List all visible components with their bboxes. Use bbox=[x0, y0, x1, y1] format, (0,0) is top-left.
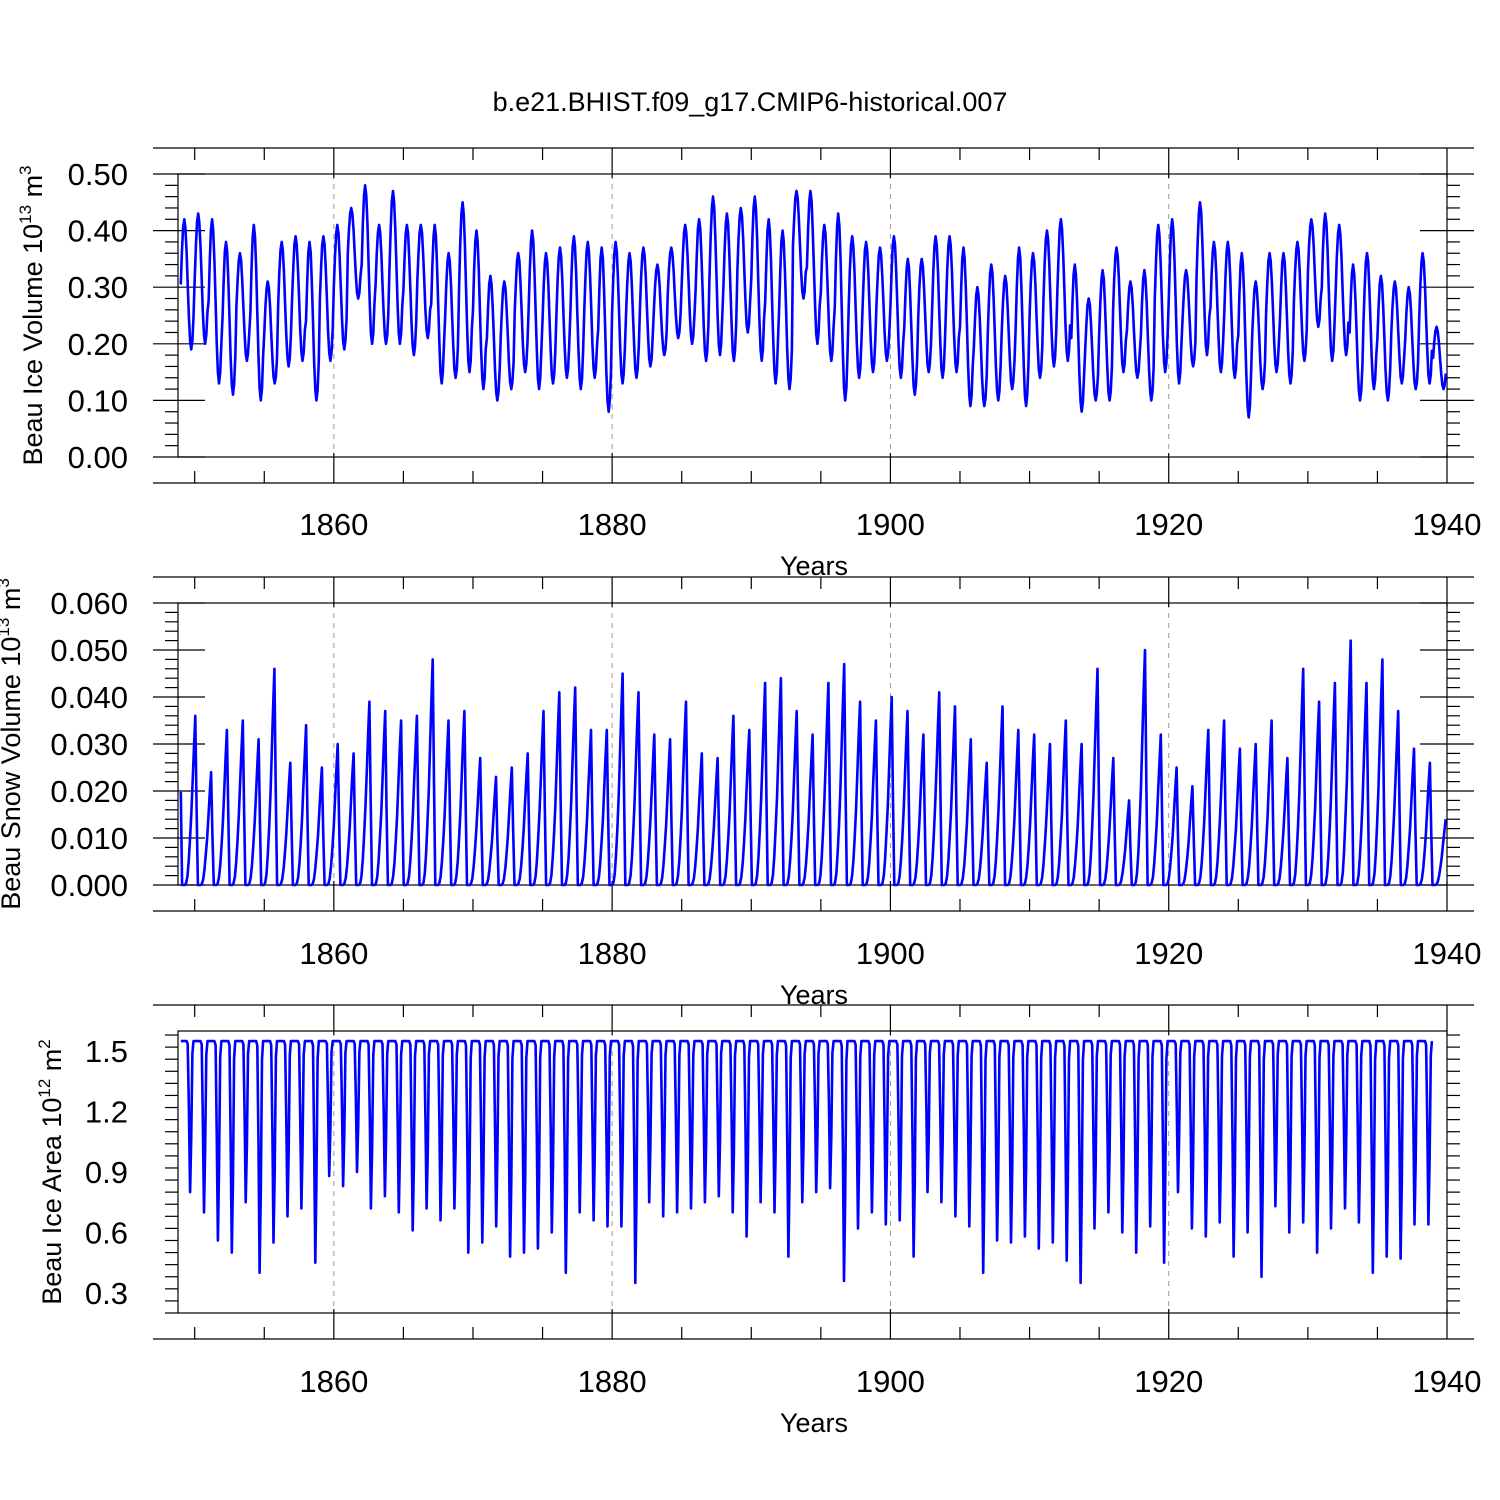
y-tick-label: 0.6 bbox=[85, 1215, 128, 1250]
x-tick-label: 1900 bbox=[856, 936, 925, 971]
x-tick-label: 1860 bbox=[299, 507, 368, 542]
y-tick-label: 0.050 bbox=[50, 633, 128, 668]
y-tick-label: 0.30 bbox=[68, 270, 128, 305]
x-tick-label: 1860 bbox=[299, 1364, 368, 1399]
x-tick-label: 1940 bbox=[1413, 1364, 1482, 1399]
x-tick-label: 1880 bbox=[578, 936, 647, 971]
series-line-ice-area bbox=[180, 1039, 1434, 1285]
y-tick-label: 0.3 bbox=[85, 1276, 128, 1311]
y-tick-label: 0.030 bbox=[50, 727, 128, 762]
snow-volume-panel: 1860 1880 1900 1920 1940Years0.0000.0100.020… bbox=[0, 576, 1482, 1010]
y-tick-label: 0.9 bbox=[85, 1155, 128, 1190]
x-tick-label: 1900 bbox=[856, 507, 925, 542]
y-tick-label: 0.010 bbox=[50, 821, 128, 856]
y-tick-label: 0.000 bbox=[50, 868, 128, 903]
x-axis-label: Years bbox=[780, 1408, 848, 1438]
x-tick-label: 1880 bbox=[578, 1364, 647, 1399]
x-tick-label: 1940 bbox=[1413, 936, 1482, 971]
figure-title: b.e21.BHIST.f09_g17.CMIP6-historical.007 bbox=[493, 87, 1008, 117]
y-axis-label: Beau Snow Volume 1013 m3 bbox=[0, 578, 26, 910]
y-axis-label: Beau Ice Area 1012 m2 bbox=[35, 1039, 67, 1305]
ice-volume-panel: 1860 1880 1900 1920 1940 Years 0.00 0.10 0.20 0.3… bbox=[16, 147, 1482, 581]
x-tick-label: 1940 bbox=[1413, 507, 1482, 542]
ice-area-panel: 1860 1880 1900 1920 1940 Years 0.3 0.6 0.9 1.2 1.5… bbox=[35, 1004, 1482, 1438]
series-line-snow-volume bbox=[179, 639, 1447, 887]
x-tick-label: 1900 bbox=[856, 1364, 925, 1399]
y-tick-label: 0.060 bbox=[50, 586, 128, 621]
y-axis-label: Beau Ice Volume 1013 m3 bbox=[16, 165, 48, 465]
x-tick-label: 1860 bbox=[299, 936, 368, 971]
y-tick-label: 0.10 bbox=[68, 383, 128, 418]
y-tick-label: 0.00 bbox=[68, 440, 128, 475]
y-tick-label: 0.20 bbox=[68, 327, 128, 362]
y-tick-label: 0.40 bbox=[68, 214, 128, 249]
plot-frame bbox=[177, 173, 1448, 458]
plot-frame bbox=[177, 1030, 1448, 1314]
y-tick-label: 0.040 bbox=[50, 680, 128, 715]
y-tick-label: 0.50 bbox=[68, 157, 128, 192]
series-line-ice-volume bbox=[179, 184, 1448, 419]
x-tick-label: 1920 bbox=[1134, 936, 1203, 971]
x-axis-label: Years bbox=[780, 551, 848, 581]
x-tick-label: 1880 bbox=[578, 507, 647, 542]
y-tick-label: 1.2 bbox=[85, 1095, 128, 1130]
x-tick-label: 1920 bbox=[1134, 1364, 1203, 1399]
y-tick-label: 0.020 bbox=[50, 774, 128, 809]
x-tick-label: 1920 bbox=[1134, 507, 1203, 542]
y-tick-label: 1.5 bbox=[85, 1034, 128, 1069]
